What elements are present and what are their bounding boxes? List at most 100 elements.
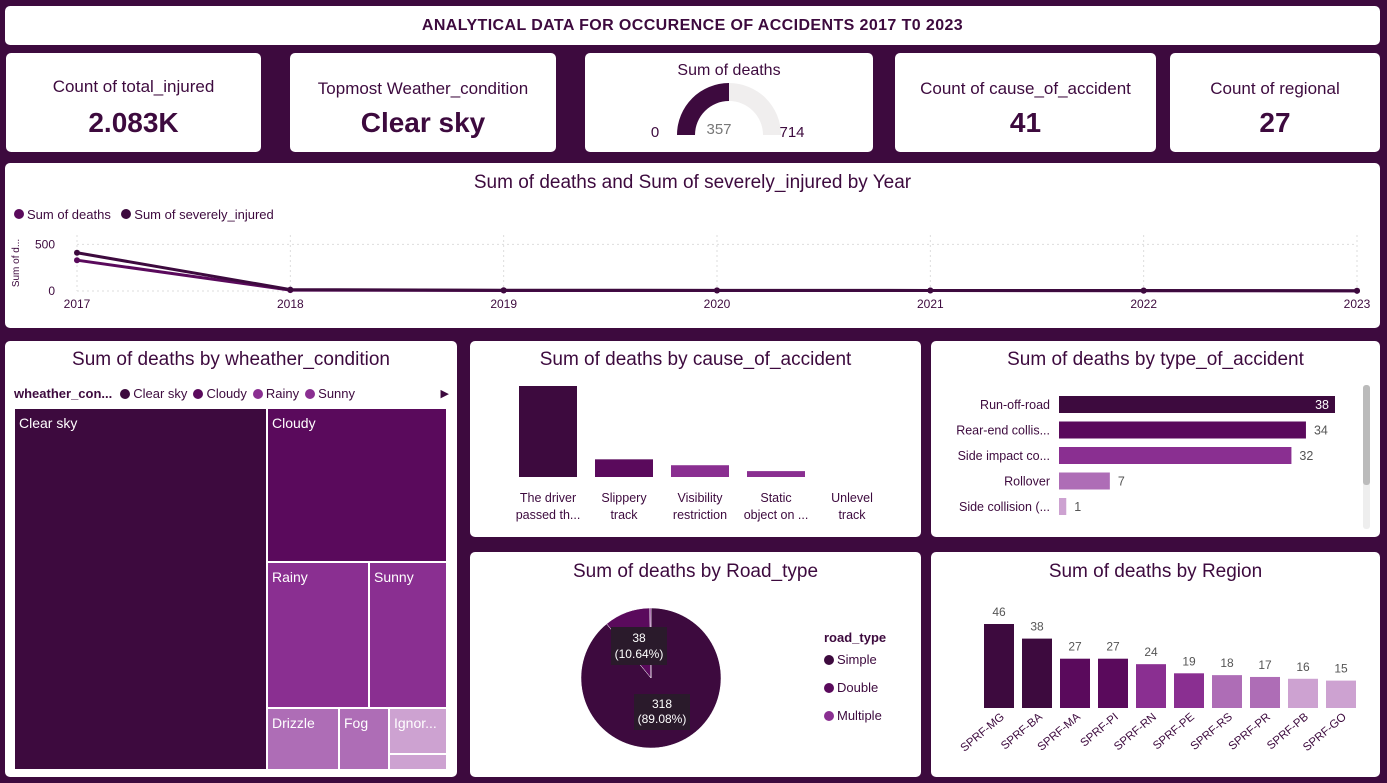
series-point[interactable] <box>1354 287 1360 294</box>
bar[interactable] <box>595 459 653 477</box>
bar[interactable] <box>1098 658 1128 708</box>
treemap-cell-fog[interactable]: Fog <box>339 708 389 770</box>
legend-dot <box>121 209 132 219</box>
data-label-box <box>611 627 667 665</box>
legend-dot <box>824 655 834 665</box>
series-point[interactable] <box>927 287 934 294</box>
bar[interactable] <box>1022 638 1052 708</box>
scrollbar-thumb[interactable] <box>1363 385 1370 485</box>
legend-item[interactable]: Simple <box>824 646 882 674</box>
legend-item[interactable]: Multiple <box>824 702 882 730</box>
x-tick-label: track <box>610 508 638 522</box>
gauge-card-sum-deaths[interactable]: Sum of deaths 0 357 714 <box>585 53 873 152</box>
kpi-value: 27 <box>1259 107 1291 138</box>
legend-item[interactable]: Double <box>824 674 882 702</box>
series-point[interactable] <box>714 287 720 294</box>
legend-dot <box>193 388 204 399</box>
kpi-value: Clear sky <box>360 107 486 138</box>
x-tick-label: object on ... <box>744 508 809 522</box>
kpi-label: Count of regional <box>1210 79 1340 98</box>
kpi-card-cause[interactable]: Count of cause_of_accident 41 <box>895 53 1156 152</box>
bar[interactable] <box>1326 680 1356 708</box>
bar[interactable] <box>1136 664 1166 708</box>
series-point[interactable] <box>500 287 507 294</box>
x-tick-label: track <box>838 508 866 522</box>
legend-dot <box>14 209 24 219</box>
legend-label: Sunny <box>318 386 356 401</box>
legend-label: Clear sky <box>133 386 188 401</box>
kpi-card-weather[interactable]: Topmost Weather_condition Clear sky <box>290 53 556 152</box>
treemap-cell-other[interactable] <box>389 754 447 770</box>
dashboard-title-bar: ANALYTICAL DATA FOR OCCURENCE OF ACCIDEN… <box>5 6 1380 45</box>
legend-item[interactable]: Cloudy <box>193 386 247 401</box>
line-chart-card[interactable]: Sum of deaths and Sum of severely_injure… <box>5 163 1380 328</box>
legend-item[interactable]: Rainy <box>252 386 299 401</box>
legend-label: Multiple <box>837 708 882 723</box>
data-label: 34 <box>1314 424 1328 438</box>
y-tick-label: 0 <box>48 284 55 298</box>
data-label-box <box>634 694 690 730</box>
data-label: 18 <box>1220 656 1234 670</box>
bar[interactable] <box>1060 658 1090 708</box>
bar[interactable] <box>1174 673 1204 708</box>
bar[interactable] <box>1212 675 1242 708</box>
type-chart-plot: Run-off-road 38 Rear-end collis... 34 Side i… <box>956 396 1335 515</box>
kpi-card-total-injured[interactable]: Count of total_injured 2.083K <box>6 53 261 152</box>
bar[interactable] <box>747 471 805 477</box>
gauge-value-label: 357 <box>706 121 731 138</box>
pie-chart-title: Sum of deaths by Road_type <box>572 561 819 582</box>
treemap-cell-clear-sky[interactable]: Clear sky <box>14 408 267 770</box>
legend-item[interactable]: Sum of deaths <box>14 207 111 222</box>
data-label: (89.08%) <box>638 712 687 726</box>
gauge-fill <box>677 83 729 135</box>
series-point[interactable] <box>287 286 294 293</box>
bar[interactable] <box>984 624 1014 708</box>
bar[interactable] <box>519 386 577 477</box>
legend-label: Sum of severely_injured <box>134 206 274 222</box>
treemap-legend: wheather_con... Clear sky Cloudy Rainy S… <box>14 386 449 401</box>
legend-next-arrow-icon[interactable]: ▶ <box>440 388 449 400</box>
y-tick-label: Side collision (... <box>959 500 1050 514</box>
x-tick-label: passed th... <box>516 508 581 522</box>
series-point[interactable] <box>74 257 80 264</box>
treemap-cell-drizzle[interactable]: Drizzle <box>267 708 339 770</box>
series-point[interactable] <box>1140 287 1147 294</box>
kpi-card-regional[interactable]: Count of regional 27 <box>1170 53 1380 152</box>
data-label: 16 <box>1296 660 1310 674</box>
region-chart-card[interactable]: Sum of deaths by Region 46 SPRF-MG 38 SPRF-… <box>931 552 1380 777</box>
y-tick-label: Rear-end collis... <box>956 424 1050 438</box>
bar[interactable] <box>1059 421 1306 439</box>
bar[interactable] <box>1059 447 1292 464</box>
treemap-title: Sum of deaths by wheather_condition <box>72 349 390 370</box>
series-point[interactable] <box>74 249 80 256</box>
type-chart-title: Sum of deaths by type_of_accident <box>1007 349 1304 370</box>
treemap-legend-title: wheather_con... <box>14 386 113 401</box>
treemap-cell-rainy[interactable]: Rainy <box>267 562 369 708</box>
type-chart-card[interactable]: Sum of deaths by type_of_accident Run-of… <box>931 341 1380 537</box>
bar[interactable] <box>1059 472 1110 490</box>
bar[interactable] <box>1059 396 1335 413</box>
data-label: 27 <box>1068 640 1082 654</box>
y-tick-label: Rollover <box>1004 475 1050 489</box>
legend-label: Cloudy <box>206 386 247 401</box>
data-label: 24 <box>1144 645 1158 659</box>
cause-chart-plot: The driver passed th... Slippery track Visib… <box>516 386 873 522</box>
line-chart-legend: Sum of deaths Sum of severely_injured <box>14 206 280 224</box>
bar[interactable] <box>1288 678 1318 708</box>
data-label: (10.64%) <box>615 647 664 661</box>
legend-item[interactable]: Sum of severely_injured <box>121 206 274 222</box>
bar[interactable] <box>1059 498 1067 515</box>
cause-chart-card[interactable]: Sum of deaths by cause_of_accident The d… <box>470 341 921 537</box>
data-label: 1 <box>1074 500 1081 514</box>
legend-item[interactable]: Sunny <box>305 386 355 401</box>
bar[interactable] <box>1250 676 1280 708</box>
scrollbar-track[interactable] <box>1363 385 1370 529</box>
treemap-cell-ignored[interactable]: Ignor... <box>389 708 447 754</box>
treemap-cell-sunny[interactable]: Sunny <box>369 562 447 708</box>
legend-item[interactable]: Clear sky <box>120 386 187 401</box>
bar[interactable] <box>671 465 729 477</box>
pie-chart-card[interactable]: Sum of deaths by Road_type 38 (10.64%) 318… <box>470 552 921 777</box>
data-label: 38 <box>1030 620 1044 634</box>
treemap-cell-cloudy[interactable]: Cloudy <box>267 408 447 562</box>
treemap-card[interactable]: Sum of deaths by wheather_condition whea… <box>5 341 457 777</box>
